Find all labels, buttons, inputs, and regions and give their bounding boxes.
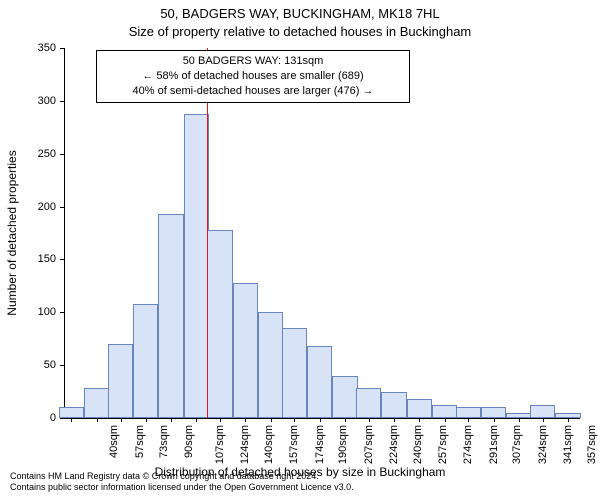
xtick-label: 207sqm xyxy=(363,425,375,464)
footnote: Contains HM Land Registry data © Crown c… xyxy=(10,471,354,494)
histogram-bar xyxy=(233,283,258,418)
xtick-mark xyxy=(320,418,321,422)
xtick-label: 157sqm xyxy=(289,425,301,464)
xtick-label: 257sqm xyxy=(437,425,449,464)
x-axis-line xyxy=(64,418,580,419)
y-axis-label: Number of detached properties xyxy=(5,150,19,315)
xtick-mark xyxy=(271,418,272,422)
xtick-label: 357sqm xyxy=(586,425,598,464)
histogram-bar xyxy=(381,392,406,418)
histogram-bar xyxy=(456,407,481,418)
ytick-mark xyxy=(60,418,64,419)
ytick-label: 100 xyxy=(38,306,56,318)
ytick-label: 0 xyxy=(50,412,56,424)
footnote-line-1: Contains HM Land Registry data © Crown c… xyxy=(10,471,354,483)
histogram-bar xyxy=(282,328,307,418)
xtick-mark xyxy=(97,418,98,422)
histogram-bar xyxy=(407,399,432,418)
xtick-mark xyxy=(345,418,346,422)
ytick-mark xyxy=(60,101,64,102)
histogram-bar xyxy=(108,344,133,418)
chart-title: Size of property relative to detached ho… xyxy=(0,24,600,39)
xtick-mark xyxy=(568,418,569,422)
xtick-label: 240sqm xyxy=(412,425,424,464)
xtick-mark xyxy=(171,418,172,422)
histogram-bar xyxy=(133,304,158,418)
xtick-label: 274sqm xyxy=(463,425,475,464)
histogram-bar xyxy=(356,388,381,418)
annotation-line-1: 50 BADGERS WAY: 131sqm xyxy=(103,54,403,69)
ytick-label: 350 xyxy=(38,42,56,54)
xtick-label: 307sqm xyxy=(512,425,524,464)
annotation-line-2: ← 58% of detached houses are smaller (68… xyxy=(103,69,403,84)
xtick-label: 324sqm xyxy=(537,425,549,464)
footnote-line-2: Contains public sector information licen… xyxy=(10,482,354,494)
xtick-mark xyxy=(494,418,495,422)
ytick-label: 250 xyxy=(38,148,56,160)
xtick-mark xyxy=(543,418,544,422)
annotation-box: 50 BADGERS WAY: 131sqm ← 58% of detached… xyxy=(96,50,410,103)
histogram-bar xyxy=(59,407,84,418)
xtick-label: 140sqm xyxy=(263,425,275,464)
ytick-mark xyxy=(60,365,64,366)
xtick-mark xyxy=(146,418,147,422)
xtick-label: 124sqm xyxy=(239,425,251,464)
xtick-label: 291sqm xyxy=(488,425,500,464)
histogram-bar xyxy=(84,388,109,418)
histogram-bar xyxy=(432,405,457,418)
xtick-label: 73sqm xyxy=(158,425,170,458)
xtick-mark xyxy=(419,418,420,422)
histogram-bar xyxy=(207,230,232,418)
xtick-mark xyxy=(394,418,395,422)
histogram-bar xyxy=(481,407,506,418)
y-axis-line xyxy=(64,48,65,418)
xtick-label: 40sqm xyxy=(108,425,120,458)
xtick-label: 57sqm xyxy=(134,425,146,458)
marker-vertical-line xyxy=(207,48,209,418)
xtick-mark xyxy=(369,418,370,422)
xtick-label: 107sqm xyxy=(214,425,226,464)
xtick-mark xyxy=(220,418,221,422)
xtick-mark xyxy=(468,418,469,422)
xtick-label: 174sqm xyxy=(314,425,326,464)
xtick-mark xyxy=(196,418,197,422)
chart-container: 50, BADGERS WAY, BUCKINGHAM, MK18 7HL Si… xyxy=(0,0,600,500)
ytick-mark xyxy=(60,207,64,208)
xtick-mark xyxy=(71,418,72,422)
ytick-label: 200 xyxy=(38,201,56,213)
histogram-bar xyxy=(158,214,183,418)
ytick-mark xyxy=(60,259,64,260)
xtick-label: 90sqm xyxy=(183,425,195,458)
ytick-mark xyxy=(60,154,64,155)
chart-suptitle: 50, BADGERS WAY, BUCKINGHAM, MK18 7HL xyxy=(0,6,600,21)
histogram-bar xyxy=(530,405,555,418)
xtick-label: 224sqm xyxy=(388,425,400,464)
histogram-bar xyxy=(332,376,357,418)
ytick-label: 50 xyxy=(44,359,56,371)
xtick-mark xyxy=(121,418,122,422)
ytick-mark xyxy=(60,48,64,49)
plot-area xyxy=(64,48,580,418)
xtick-mark xyxy=(519,418,520,422)
xtick-mark xyxy=(245,418,246,422)
xtick-mark xyxy=(445,418,446,422)
histogram-bar xyxy=(184,114,209,418)
ytick-label: 150 xyxy=(38,253,56,265)
xtick-mark xyxy=(294,418,295,422)
histogram-bar xyxy=(258,312,283,418)
xtick-label: 341sqm xyxy=(562,425,574,464)
histogram-bar xyxy=(307,346,332,418)
ytick-label: 300 xyxy=(38,95,56,107)
ytick-mark xyxy=(60,312,64,313)
xtick-label: 190sqm xyxy=(338,425,350,464)
annotation-line-3: 40% of semi-detached houses are larger (… xyxy=(103,84,403,99)
